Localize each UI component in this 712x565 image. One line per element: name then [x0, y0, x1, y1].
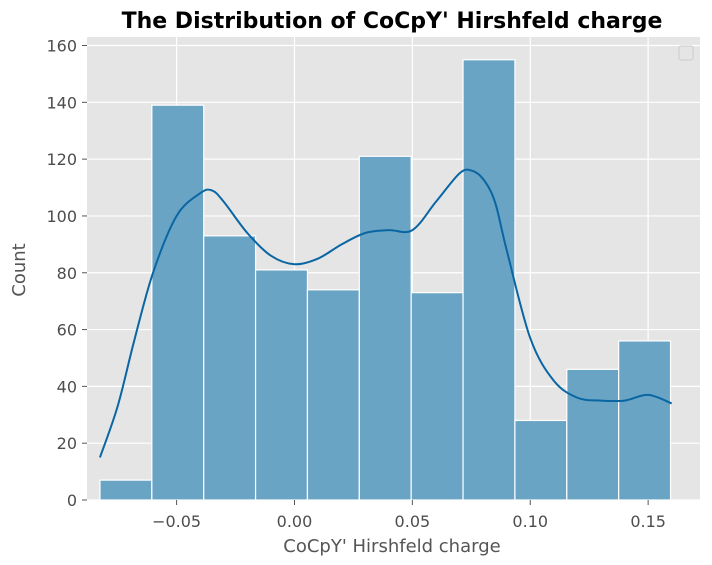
y-tick-label: 100	[46, 207, 77, 226]
bars	[99, 59, 672, 501]
histogram-bar	[306, 289, 360, 501]
histogram-bar	[254, 269, 309, 501]
histogram-bar	[618, 340, 672, 501]
y-tick-label: 140	[46, 93, 77, 112]
histogram-bar	[203, 235, 257, 501]
x-axis-label: CoCpY' Hirshfeld charge	[283, 536, 500, 557]
y-tick-label: 120	[46, 150, 77, 169]
histogram-bar	[462, 59, 516, 501]
y-tick-label: 40	[57, 377, 77, 396]
histogram-bar	[358, 155, 412, 501]
x-tick-label: 0.05	[395, 512, 431, 531]
x-tick-label: 0.15	[630, 512, 666, 531]
x-tick-label: −0.05	[152, 512, 201, 531]
histogram-bar	[514, 419, 568, 501]
histogram-bar	[99, 479, 153, 501]
axis-ticks: −0.05 0.00 0.05 0.10 0.15 0 20 40 60 80 100 120 140 1…	[46, 37, 665, 531]
histogram-bar	[151, 104, 205, 501]
kde-curve	[99, 168, 673, 458]
y-tick-label: 80	[57, 264, 77, 283]
y-tick-label: 20	[57, 434, 77, 453]
legend	[678, 45, 694, 61]
y-tick-label: 0	[67, 491, 77, 510]
x-tick-label: 0.10	[512, 512, 548, 531]
histogram-bar	[566, 368, 620, 501]
x-tick-label: 0.00	[277, 512, 313, 531]
chart-title: The Distribution of CoCpY' Hirshfeld cha…	[122, 9, 663, 34]
y-tick-label: 160	[46, 37, 77, 56]
y-tick-label: 60	[57, 321, 77, 340]
histogram-bar	[410, 292, 464, 501]
y-axis-label: Count	[9, 243, 30, 296]
